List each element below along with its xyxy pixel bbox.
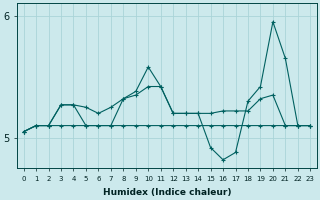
X-axis label: Humidex (Indice chaleur): Humidex (Indice chaleur): [103, 188, 231, 197]
